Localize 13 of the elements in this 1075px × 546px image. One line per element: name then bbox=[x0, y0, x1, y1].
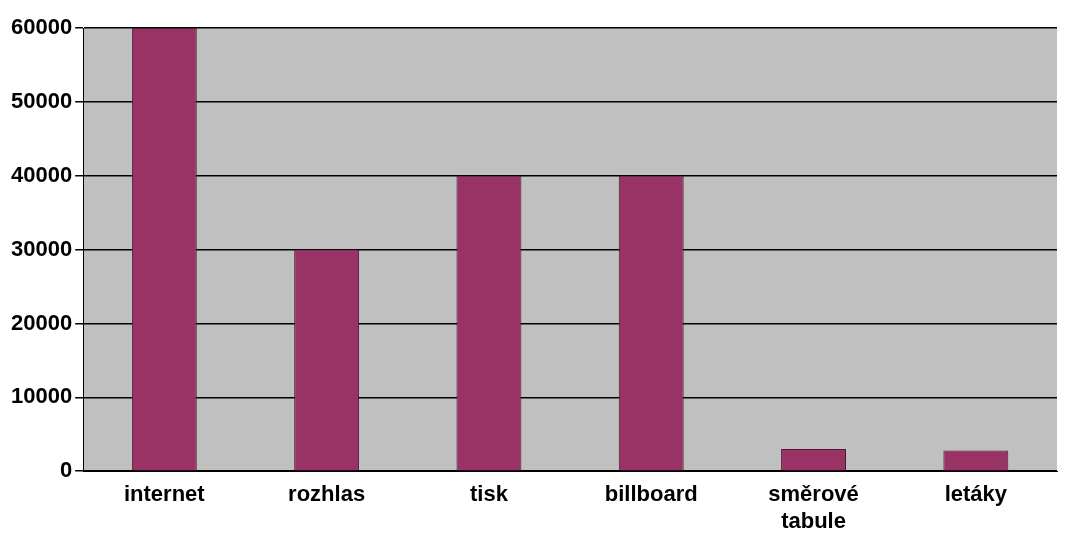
y-tick-label: 0 bbox=[59, 457, 73, 483]
y-tick-label: 30000 bbox=[10, 235, 73, 261]
y-tick-label: 10000 bbox=[10, 383, 73, 409]
x-tick-label: tisk bbox=[469, 481, 509, 507]
x-tick-label: letáky bbox=[944, 481, 1008, 507]
y-tick-label: 20000 bbox=[10, 309, 73, 335]
y-tick-label: 40000 bbox=[10, 161, 73, 187]
x-tick-label: internet bbox=[123, 481, 206, 507]
y-tick-label: 60000 bbox=[10, 14, 73, 40]
x-tick-label: směrové tabule bbox=[768, 481, 859, 533]
x-tick-label: rozhlas bbox=[288, 481, 366, 507]
y-tick-label: 50000 bbox=[10, 87, 73, 113]
x-tick-label: billboard bbox=[604, 481, 698, 507]
